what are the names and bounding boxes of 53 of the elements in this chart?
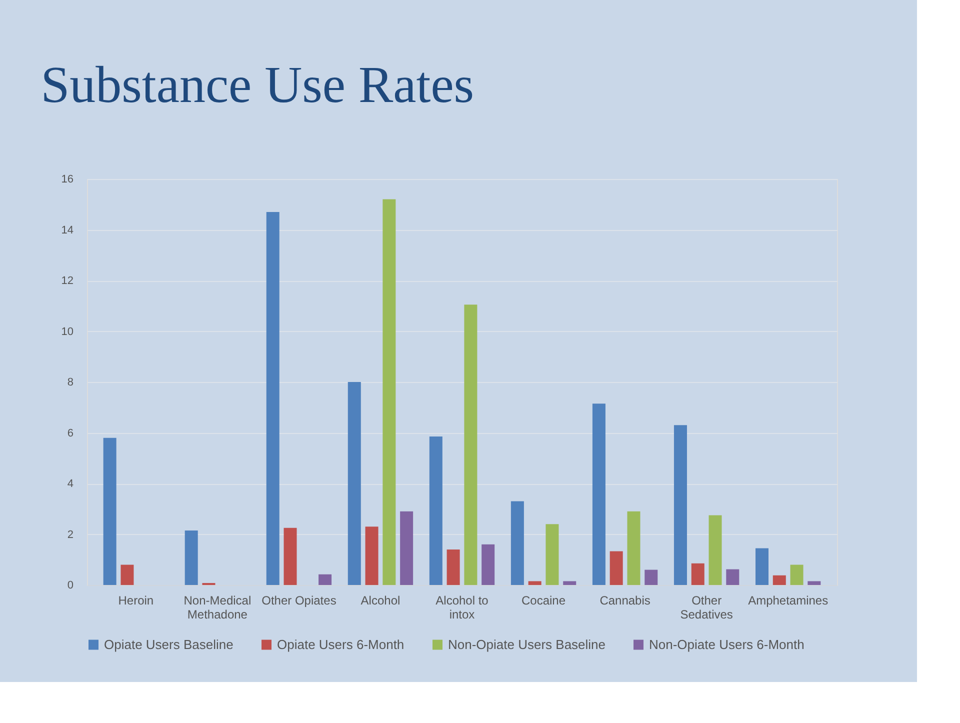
y-tick-label: 8: [67, 376, 74, 388]
bar: [756, 548, 768, 585]
bar: [528, 581, 542, 585]
y-tick-label: 10: [61, 326, 74, 338]
bar: [120, 564, 134, 585]
x-tick-label: Non-Medical Methadone: [184, 594, 252, 622]
bar: [790, 564, 804, 585]
bar: [691, 563, 704, 585]
bar: [674, 425, 687, 585]
x-tick-label: Alcohol: [360, 594, 400, 608]
y-tick-label: 16: [61, 174, 74, 186]
bar: [284, 528, 297, 585]
bar: [708, 515, 722, 585]
chart-title: Substance Use Rates: [40, 57, 474, 114]
y-tick-label: 4: [67, 478, 74, 490]
legend-label: Non-Opiate Users 6-Month: [649, 636, 804, 652]
bar: [464, 304, 478, 585]
bar: [429, 436, 442, 585]
legend-label: Opiate Users 6-Month: [277, 636, 404, 652]
bar: [644, 570, 658, 585]
legend-label: Non-Opiate Users Baseline: [448, 636, 606, 652]
bar: [546, 524, 559, 585]
bar: [808, 581, 821, 585]
x-tick-label: Amphetamines: [748, 594, 828, 608]
x-tick-label: Alcohol to intox: [436, 594, 489, 622]
y-tick-label: 6: [67, 427, 74, 440]
x-tick-label: Other Opiates: [262, 594, 336, 608]
bar: [772, 575, 786, 585]
x-tick-label: Other Sedatives: [680, 594, 733, 622]
legend-label: Opiate Users Baseline: [104, 636, 234, 652]
bar: [726, 569, 740, 585]
bar: [563, 581, 576, 585]
bar: [627, 511, 640, 585]
bar: [400, 511, 414, 585]
y-tick-label: 12: [61, 275, 74, 287]
bar: [266, 212, 280, 585]
bar: [610, 551, 623, 585]
bar: [184, 530, 198, 585]
x-tick-label: Heroin: [118, 594, 154, 608]
y-tick-label: 14: [61, 224, 74, 236]
x-tick-label: Cocaine: [522, 594, 566, 608]
y-tick-label: 2: [67, 528, 74, 541]
y-tick-label: 0: [67, 580, 74, 592]
bar: [510, 501, 524, 585]
bar: [103, 438, 116, 585]
x-tick-label: Cannabis: [600, 594, 650, 608]
bar: [446, 549, 460, 585]
bar: [348, 382, 361, 585]
bar: [482, 544, 495, 585]
bar: [592, 404, 606, 585]
bar: [365, 526, 378, 585]
bar: [382, 199, 396, 585]
bar: [318, 574, 332, 585]
